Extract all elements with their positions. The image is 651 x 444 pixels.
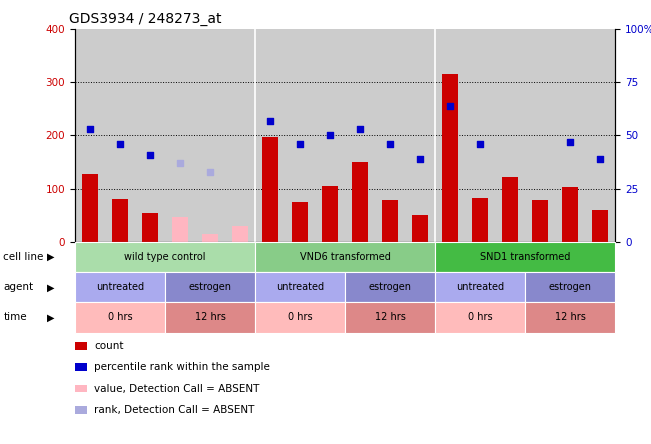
Point (295, 140, 305, 147)
Bar (232, 226, 248, 242)
Bar (375, 29, 405, 242)
Bar (75, 29, 105, 242)
Bar (525, 29, 555, 242)
Bar (292, 202, 309, 242)
Point (174, 159, 185, 166)
Point (355, 126, 365, 133)
Text: untreated: untreated (276, 282, 324, 292)
Bar (105, 29, 135, 242)
Text: time: time (3, 313, 27, 322)
Bar (592, 210, 609, 242)
Text: 0 hrs: 0 hrs (107, 313, 132, 322)
Text: estrogen: estrogen (188, 282, 232, 292)
Point (445, 102, 455, 109)
Point (415, 155, 425, 163)
Point (565, 138, 575, 145)
Point (145, 151, 155, 158)
Text: VND6 transformed: VND6 transformed (299, 252, 391, 262)
Bar (502, 177, 518, 242)
Text: 12 hrs: 12 hrs (195, 313, 225, 322)
Point (85, 126, 95, 133)
Text: ▶: ▶ (46, 282, 54, 292)
Bar (202, 234, 218, 242)
Bar (345, 29, 375, 242)
Text: cell line: cell line (3, 252, 44, 262)
Point (325, 132, 335, 139)
Bar (165, 29, 195, 242)
Text: untreated: untreated (96, 282, 144, 292)
Bar (442, 74, 458, 242)
Text: 12 hrs: 12 hrs (555, 313, 586, 322)
Text: 0 hrs: 0 hrs (288, 313, 312, 322)
Bar (195, 29, 225, 242)
Bar (262, 137, 278, 242)
Text: SND1 transformed: SND1 transformed (480, 252, 570, 262)
Text: estrogen: estrogen (368, 282, 411, 292)
Bar (142, 213, 158, 242)
Bar (135, 29, 165, 242)
Point (265, 117, 275, 124)
Bar (381, 200, 398, 242)
Point (115, 140, 125, 147)
Bar (472, 198, 488, 242)
Bar (465, 29, 495, 242)
Bar (285, 29, 315, 242)
Bar (352, 162, 368, 242)
Point (475, 140, 485, 147)
Point (385, 140, 395, 147)
Bar (255, 29, 285, 242)
Text: value, Detection Call = ABSENT: value, Detection Call = ABSENT (94, 384, 260, 393)
Bar (315, 29, 345, 242)
Bar (405, 29, 435, 242)
Text: wild type control: wild type control (124, 252, 206, 262)
Text: estrogen: estrogen (549, 282, 592, 292)
Bar (111, 199, 128, 242)
Bar (562, 187, 579, 242)
Text: rank, Detection Call = ABSENT: rank, Detection Call = ABSENT (94, 405, 255, 415)
Text: 0 hrs: 0 hrs (468, 313, 492, 322)
Bar (322, 186, 339, 242)
Text: GDS3934 / 248273_at: GDS3934 / 248273_at (70, 12, 222, 27)
Bar (225, 29, 255, 242)
Bar (555, 29, 585, 242)
Bar (435, 29, 465, 242)
Point (204, 168, 215, 175)
Bar (81, 174, 98, 242)
Bar (532, 200, 548, 242)
Text: 12 hrs: 12 hrs (374, 313, 406, 322)
Bar (412, 215, 428, 242)
Bar (585, 29, 615, 242)
Text: ▶: ▶ (46, 252, 54, 262)
Text: percentile rank within the sample: percentile rank within the sample (94, 362, 270, 372)
Text: count: count (94, 341, 124, 351)
Point (595, 155, 605, 163)
Bar (495, 29, 525, 242)
Text: untreated: untreated (456, 282, 504, 292)
Bar (172, 217, 188, 242)
Text: ▶: ▶ (46, 313, 54, 322)
Text: agent: agent (3, 282, 33, 292)
